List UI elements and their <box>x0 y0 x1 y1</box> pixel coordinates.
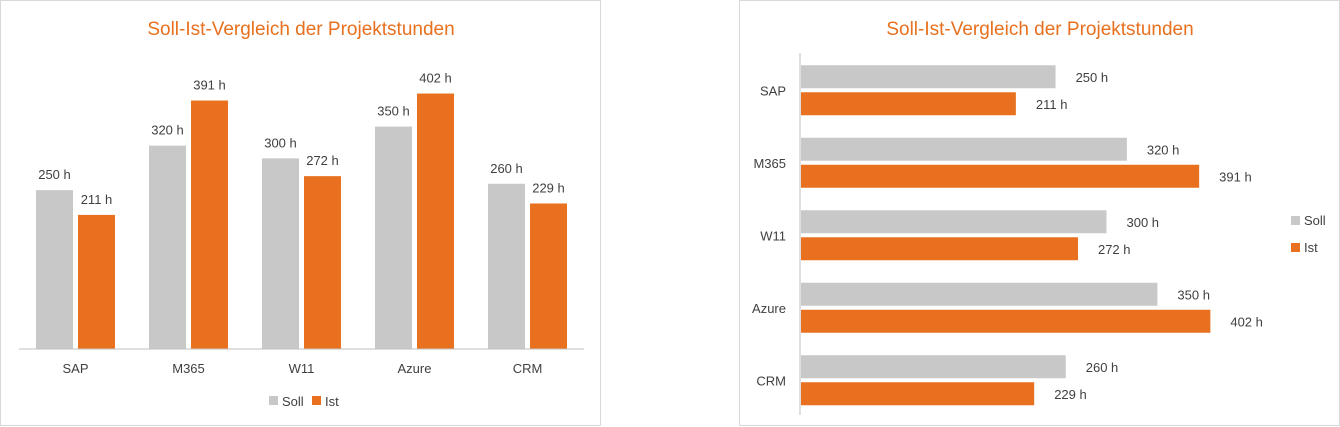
vertical-bar-chart-panel: Soll-Ist-Vergleich der Projektstunden SA… <box>0 0 601 426</box>
y-tick-labels: SAP M365 W11 Azure CRM <box>752 83 786 388</box>
bar-soll-w11 <box>262 158 299 349</box>
data-label-soll-crm: 260 h <box>1086 360 1119 375</box>
bar-soll-sap <box>36 190 73 349</box>
bar-soll-crm <box>801 355 1066 378</box>
x-tick-label-crm: CRM <box>513 361 543 376</box>
data-label-ist-azure: 402 h <box>419 71 452 86</box>
legend-label-soll: Soll <box>282 394 304 409</box>
x-tick-labels: SAP M365 W11 Azure CRM <box>62 361 542 376</box>
bar-ist-azure <box>417 94 454 349</box>
data-label-ist-sap: 211 h <box>81 192 113 207</box>
legend-swatch-soll <box>269 396 278 405</box>
legend-swatch-ist <box>1291 243 1300 252</box>
bar-soll-azure <box>801 283 1157 306</box>
data-label-soll-w11: 300 h <box>264 135 297 150</box>
x-tick-label-sap: SAP <box>62 361 88 376</box>
bars <box>36 94 567 349</box>
y-tick-label-m365: M365 <box>753 156 786 171</box>
data-label-soll-sap: 250 h <box>1076 70 1109 85</box>
data-label-soll-azure: 350 h <box>377 104 410 119</box>
bar-soll-crm <box>488 184 525 349</box>
data-label-ist-m365: 391 h <box>1219 169 1252 184</box>
bar-ist-sap <box>78 215 115 349</box>
data-label-ist-crm: 229 h <box>532 180 565 195</box>
data-label-soll-sap: 250 h <box>38 167 71 182</box>
legend: Soll Ist <box>269 394 339 409</box>
bar-ist-m365 <box>191 101 228 349</box>
data-label-ist-w11: 272 h <box>306 153 339 168</box>
legend-label-ist: Ist <box>1304 240 1318 255</box>
data-label-ist-crm: 229 h <box>1054 387 1087 402</box>
chart-title: Soll-Ist-Vergleich der Projektstunden <box>147 19 454 40</box>
data-label-soll-crm: 260 h <box>490 161 523 176</box>
y-tick-label-crm: CRM <box>756 373 786 388</box>
x-tick-label-w11: W11 <box>289 361 315 376</box>
data-labels: 250 h 211 h 320 h 391 h 300 h 272 h 350 h 402 h… <box>38 71 565 207</box>
bar-soll-w11 <box>801 210 1106 233</box>
bars <box>801 65 1210 405</box>
x-tick-label-azure: Azure <box>398 361 432 376</box>
legend-swatch-ist <box>312 396 321 405</box>
legend: Soll Ist <box>1291 213 1326 255</box>
bar-soll-azure <box>375 127 412 349</box>
data-label-soll-m365: 320 h <box>151 123 184 138</box>
bar-ist-sap <box>801 92 1016 115</box>
data-label-ist-sap: 211 h <box>1036 97 1068 112</box>
horizontal-bar-chart-panel: Soll-Ist-Vergleich der Projektstunden SA… <box>739 0 1340 426</box>
bar-ist-m365 <box>801 165 1199 188</box>
data-label-soll-m365: 320 h <box>1147 142 1180 157</box>
bar-ist-w11 <box>801 237 1078 260</box>
y-tick-label-azure: Azure <box>752 301 786 316</box>
bar-soll-sap <box>801 65 1056 88</box>
bar-soll-m365 <box>149 146 186 349</box>
legend-swatch-soll <box>1291 216 1300 225</box>
x-tick-label-m365: M365 <box>172 361 205 376</box>
data-labels: 250 h 211 h 320 h 391 h 300 h 272 h 350 h 402 h… <box>1036 70 1263 402</box>
bar-ist-crm <box>530 203 567 349</box>
chart-title: Soll-Ist-Vergleich der Projektstunden <box>886 19 1193 40</box>
data-label-soll-w11: 300 h <box>1126 215 1159 230</box>
data-label-ist-azure: 402 h <box>1230 314 1263 329</box>
bar-ist-azure <box>801 310 1210 333</box>
bar-ist-crm <box>801 382 1034 405</box>
horizontal-bar-chart: Soll-Ist-Vergleich der Projektstunden SA… <box>740 1 1340 427</box>
vertical-bar-chart: Soll-Ist-Vergleich der Projektstunden SA… <box>1 1 602 427</box>
y-tick-label-sap: SAP <box>760 83 786 98</box>
y-tick-label-w11: W11 <box>760 228 786 243</box>
data-label-soll-azure: 350 h <box>1177 287 1210 302</box>
bar-ist-w11 <box>304 176 341 349</box>
bar-soll-m365 <box>801 138 1127 161</box>
legend-label-soll: Soll <box>1304 213 1326 228</box>
data-label-ist-w11: 272 h <box>1098 242 1131 257</box>
data-label-ist-m365: 391 h <box>193 78 226 93</box>
legend-label-ist: Ist <box>325 394 339 409</box>
